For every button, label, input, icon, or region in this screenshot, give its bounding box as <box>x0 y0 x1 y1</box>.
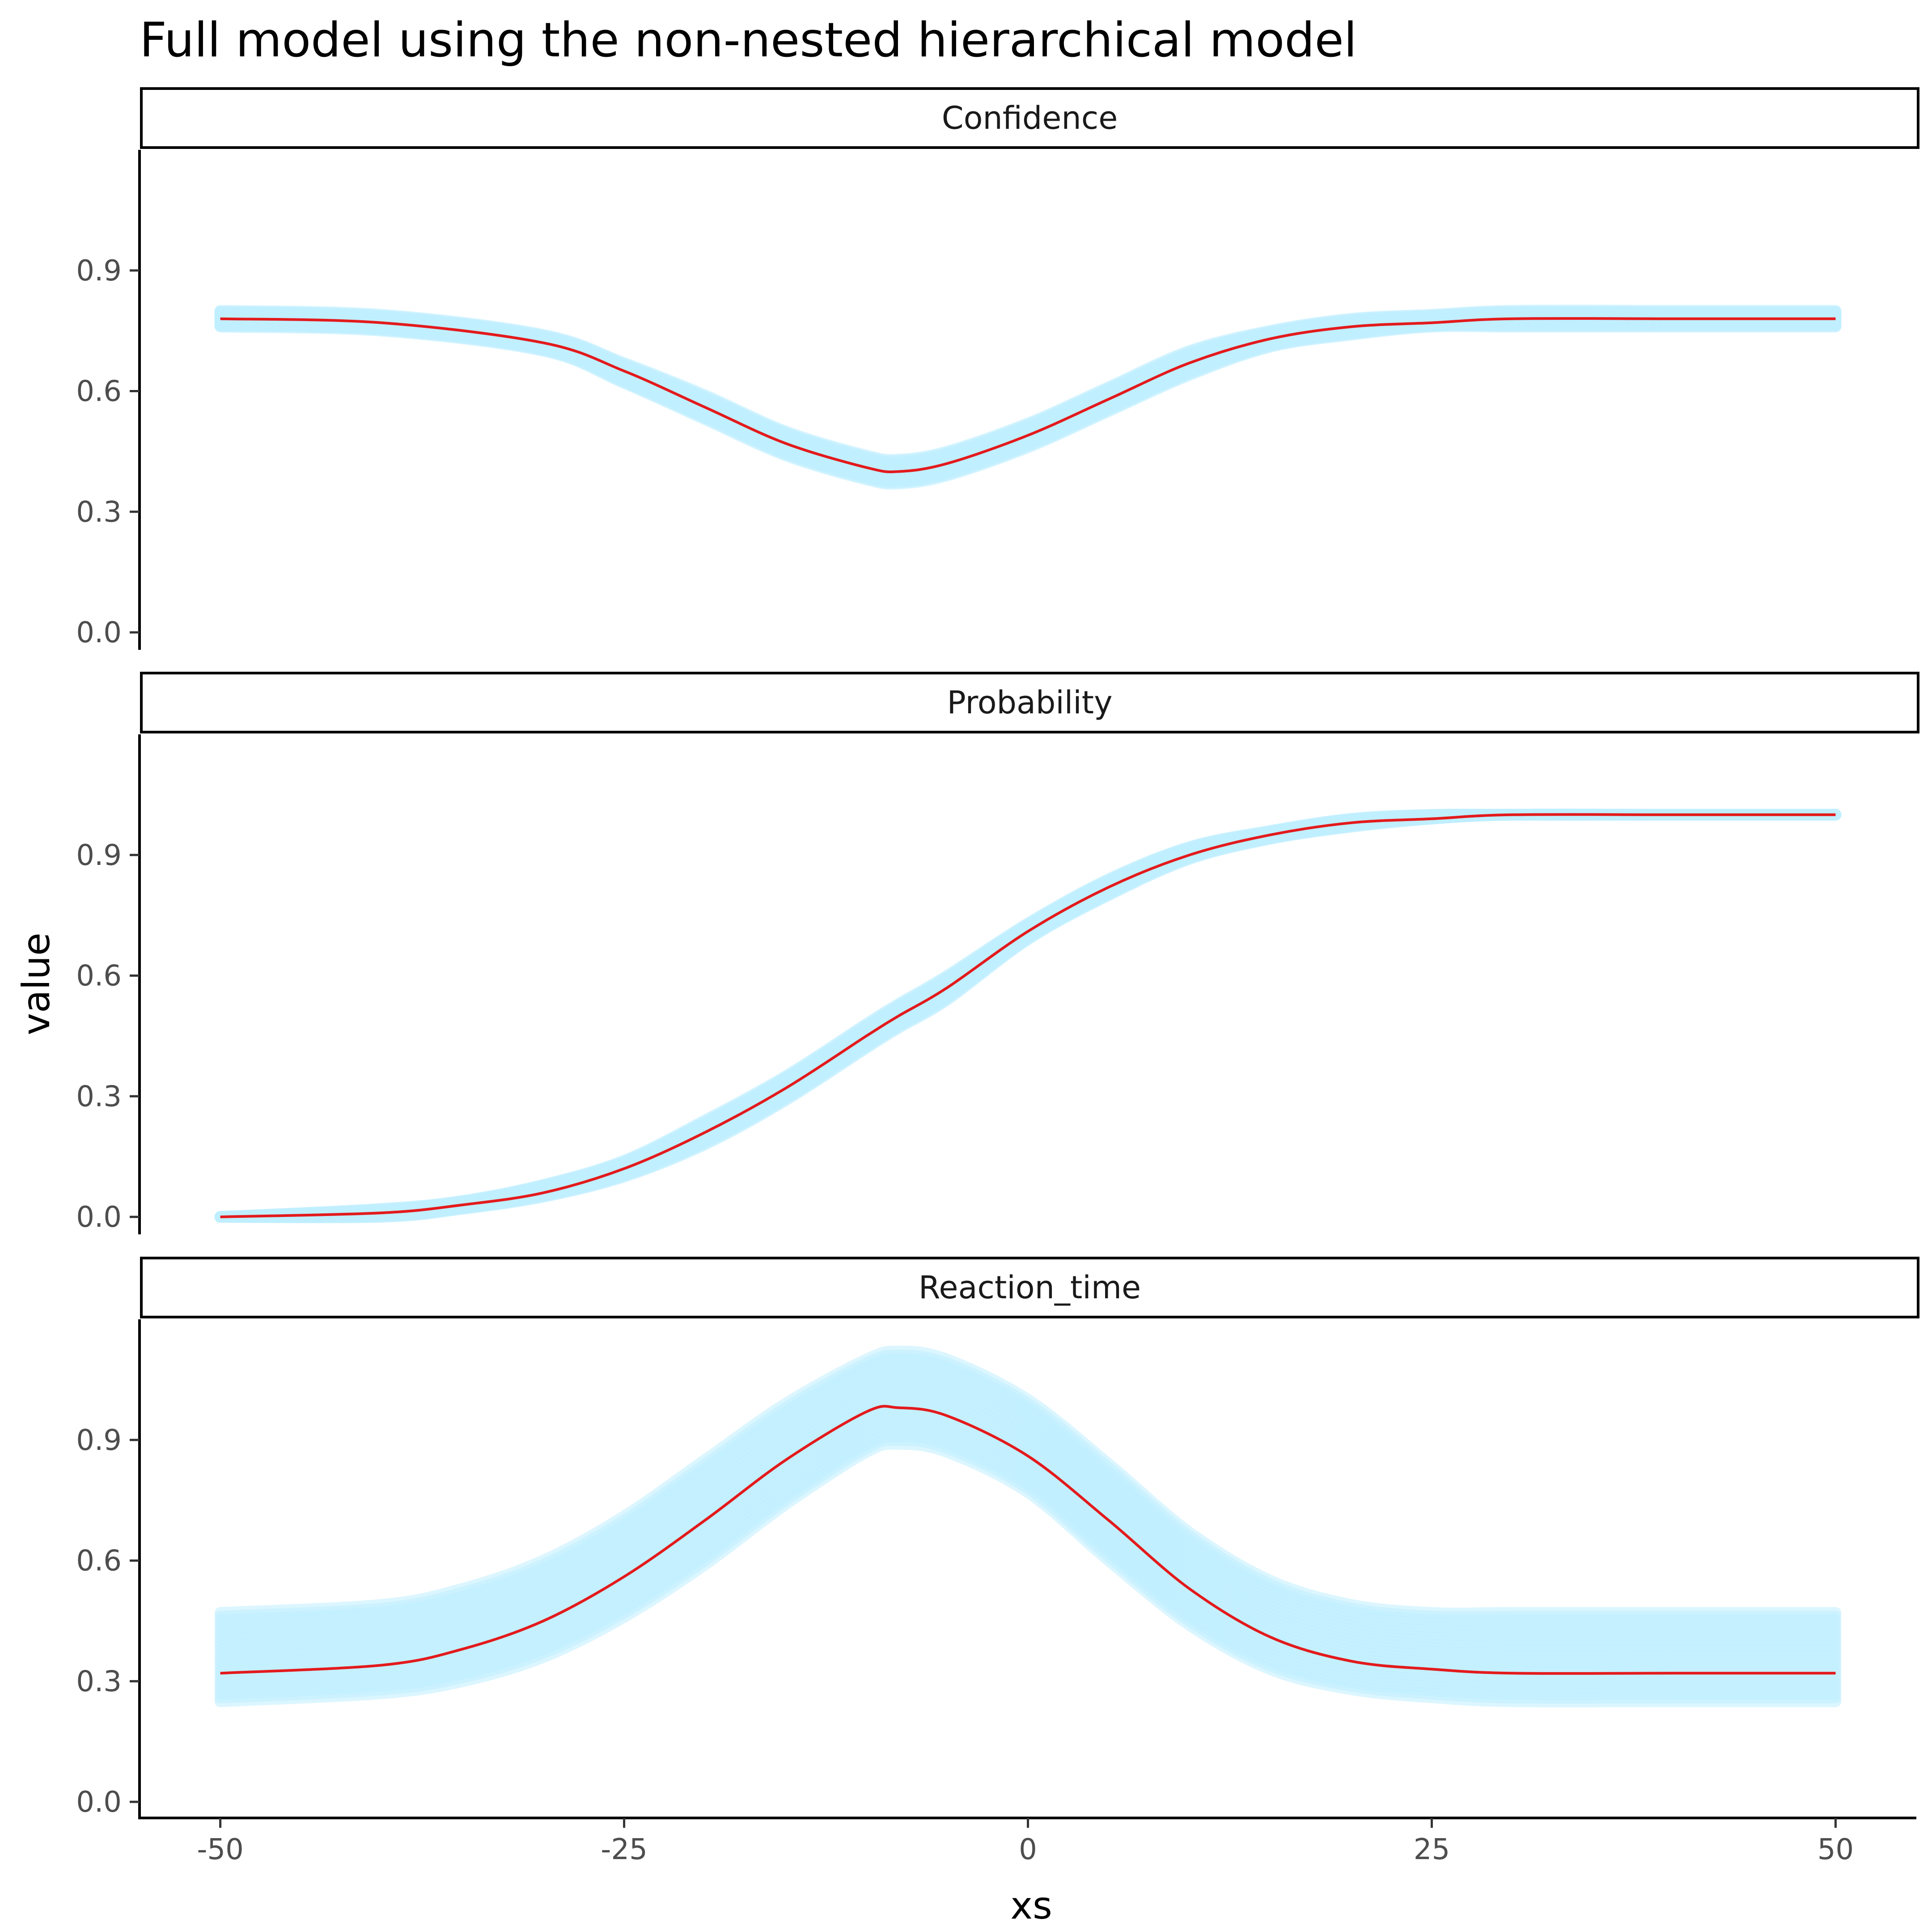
posterior-draw-line <box>214 809 1842 1223</box>
facet-strip <box>140 672 1919 733</box>
facet-strip-label: Confidence <box>942 100 1118 136</box>
facet-panel-confidence: Confidence 0.0 0.3 0.6 0.9 <box>76 87 1919 650</box>
posterior-draw-line <box>214 318 1842 487</box>
x-tick-label: -25 <box>601 1833 648 1866</box>
y-tick-label: 0.9 <box>76 1424 122 1457</box>
posterior-draw-line <box>214 809 1842 1223</box>
posterior-draws <box>214 809 1842 1224</box>
y-axis-title: value <box>14 932 58 1035</box>
y-tick-label: 0.0 <box>76 1786 122 1819</box>
posterior-draw-line <box>214 809 1842 1223</box>
posterior-mean-line <box>220 317 1836 474</box>
facet-strip-label: Reaction_time <box>919 1269 1141 1306</box>
posterior-draw-line <box>214 1345 1842 1619</box>
y-tick-label: 0.3 <box>76 496 122 529</box>
x-tick-label: 50 <box>1818 1833 1854 1866</box>
facet-panel-probability: Probability 0.0 0.3 0.6 0.9 <box>76 672 1919 1234</box>
facet-panel-reaction_time: Reaction_time 0.0 0.3 0.6 0.9 <box>76 1257 1919 1819</box>
chart-title: Full model using the non-nested hierarch… <box>140 13 1357 68</box>
x-tick-label: 25 <box>1414 1833 1450 1866</box>
posterior-draw-line <box>214 809 1842 1223</box>
posterior-draw-line <box>214 809 1842 1223</box>
posterior-draw-line <box>214 809 1842 1223</box>
y-tick-label: 0.6 <box>76 375 122 408</box>
posterior-mean-line <box>220 1405 1836 1675</box>
posterior-draw-line <box>214 809 1842 1223</box>
posterior-draw-line <box>214 809 1842 1223</box>
y-tick-label: 0.9 <box>76 254 122 288</box>
posterior-draw-line <box>214 809 1842 1223</box>
posterior-draw-line <box>214 320 1842 489</box>
y-tick-label: 0.3 <box>76 1080 122 1113</box>
x-tick-label: 0 <box>1019 1833 1037 1866</box>
y-tick-label: 0.0 <box>76 616 122 649</box>
y-tick-label: 0.9 <box>76 839 122 872</box>
posterior-draw-line <box>214 809 1842 1223</box>
posterior-draw-line <box>214 809 1842 1223</box>
posterior-draw-line <box>214 809 1842 1223</box>
posterior-mean-line <box>220 813 1836 1218</box>
posterior-draw-line <box>214 809 1842 1223</box>
x-axis: -50 -25 0 25 50 <box>138 1817 1916 1866</box>
y-tick-label: 0.0 <box>76 1201 122 1234</box>
y-tick-label: 0.6 <box>76 1545 122 1578</box>
posterior-draw-line <box>214 319 1842 488</box>
facet-strip <box>140 87 1919 149</box>
posterior-draws <box>214 1345 1842 1707</box>
posterior-draw-line <box>214 809 1842 1223</box>
facet-strip-label: Probability <box>947 684 1112 721</box>
posterior-draw-line <box>214 318 1842 486</box>
x-axis-title: xs <box>1010 1884 1052 1928</box>
posterior-draw-line <box>214 809 1842 1223</box>
posterior-draw-line <box>214 809 1842 1223</box>
y-tick-label: 0.3 <box>76 1665 122 1698</box>
posterior-draw-line <box>214 809 1842 1223</box>
posterior-draw-line <box>214 318 1842 485</box>
posterior-draw-line <box>214 809 1842 1223</box>
posterior-draw-line <box>214 809 1842 1223</box>
x-tick-label: -50 <box>197 1833 244 1866</box>
posterior-draw-line <box>214 809 1842 1224</box>
facet-strip <box>140 1257 1919 1318</box>
posterior-draws <box>214 305 1842 490</box>
posterior-draw-line <box>214 305 1842 466</box>
posterior-draw-line <box>214 809 1842 1223</box>
facet-panels: Confidence 0.0 0.3 0.6 0.9 Probability 0.0 0.3 0… <box>76 87 1919 1819</box>
posterior-draw-line <box>214 809 1842 1223</box>
posterior-draw-line <box>214 320 1842 490</box>
posterior-draw-line <box>214 809 1842 1223</box>
posterior-draw-line <box>214 809 1842 1223</box>
y-tick-label: 0.6 <box>76 960 122 993</box>
posterior-draw-line <box>214 809 1842 1223</box>
posterior-draw-line <box>214 317 1842 484</box>
